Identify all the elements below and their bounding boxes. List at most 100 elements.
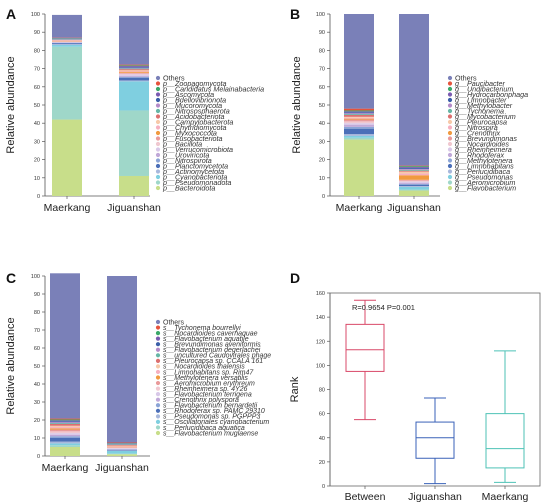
legend-label: g__Paucibacter xyxy=(455,79,506,88)
bar-segment xyxy=(50,445,80,447)
legend-label: p__Actinomycetota xyxy=(162,167,224,176)
legend-label: g__Pleurocapsa xyxy=(455,117,507,126)
bar-segment xyxy=(107,276,137,443)
legend-label: p__Nitrospirota xyxy=(162,156,212,165)
bar-segment xyxy=(119,66,149,68)
bar-segment xyxy=(50,419,80,421)
legend-label: g__Nocardioides xyxy=(455,139,509,148)
bar-segment xyxy=(399,182,429,184)
legend-label: s__Flavobacterium degerlachei xyxy=(163,347,261,354)
bar-segment xyxy=(399,170,429,172)
y-tick-label: 100 xyxy=(316,12,325,18)
y-tick-label: 20 xyxy=(34,418,40,424)
legend-marker xyxy=(155,81,161,86)
legend-label: s__Methylotenera versatilis xyxy=(163,375,248,382)
box-body xyxy=(415,421,455,459)
legend-label: p__Verrucomicrobiota xyxy=(162,145,233,154)
legend-marker xyxy=(155,86,161,92)
bar-segment xyxy=(344,108,374,111)
bar-segment xyxy=(52,44,82,47)
legend-label: g__Undibacterium xyxy=(455,84,513,93)
legend-label: Others xyxy=(163,73,185,82)
bar-segment xyxy=(119,74,149,76)
legend-marker xyxy=(155,364,161,369)
y-tick-label: 20 xyxy=(34,158,40,164)
legend-marker xyxy=(447,86,453,92)
bar-segment xyxy=(119,110,149,176)
legend-label: s__Pseudomonas sp. PGPPP3 xyxy=(163,414,260,421)
y-tick-label: 40 xyxy=(319,436,325,442)
legend-label: g__Methylotenera xyxy=(455,156,513,165)
bar-segment xyxy=(344,110,374,112)
box-body xyxy=(345,323,385,372)
bar-segment xyxy=(50,421,80,423)
legend-marker xyxy=(155,408,161,413)
x-tick-label: Jiguanshan xyxy=(408,491,462,503)
panel-C: C 0 10 20 30 40 50 60 70 80 90 100 Relative abundanc… xyxy=(5,270,271,474)
legend-marker xyxy=(447,92,453,97)
legend-marker xyxy=(155,369,161,375)
legend-label: s__Flavobacterium aquatile xyxy=(163,336,249,343)
y-tick-label: 30 xyxy=(34,139,40,145)
y-tick-label: 60 xyxy=(34,85,40,91)
legend-marker xyxy=(447,108,453,114)
legend-marker xyxy=(155,414,161,419)
legend-label: g__Hydrocarbonphaga xyxy=(455,90,528,99)
bar-segment xyxy=(107,445,137,446)
bar-segment xyxy=(107,446,137,447)
x-tick-label: Jiguanshan xyxy=(387,202,441,214)
legend-label: s__Flavobacterium bernardetii xyxy=(163,403,258,410)
legend-marker xyxy=(155,331,161,336)
legend-label: p__Mucoromycota xyxy=(162,101,222,110)
bar-segment xyxy=(344,119,374,122)
legend-label: s__Brevundimonas aveniformis xyxy=(163,342,261,349)
legend-marker xyxy=(155,158,161,163)
y-tick-label: 10 xyxy=(34,176,40,182)
y-tick-label: 0 xyxy=(37,194,40,200)
bar-segment xyxy=(399,166,429,168)
bar-segment xyxy=(50,273,80,419)
bar-segment xyxy=(399,171,429,174)
bar-segment xyxy=(50,427,80,429)
bar-segment xyxy=(344,134,374,136)
bar-segment xyxy=(344,114,374,116)
legend-label: p__Candidatus Melainabacteria xyxy=(162,84,264,93)
panel-letter: A xyxy=(6,6,16,22)
panel-letter: B xyxy=(290,6,300,22)
bar-segment xyxy=(119,71,149,73)
legend-marker xyxy=(447,163,453,169)
y-tick-label: 40 xyxy=(319,121,325,127)
x-tick-label: Maerkang xyxy=(336,202,383,214)
bar-segment xyxy=(399,186,429,190)
bar-segment xyxy=(344,14,374,109)
legend-label: s__Flavobacterium muglaense xyxy=(163,430,258,437)
y-tick-label: 90 xyxy=(34,292,40,298)
bar-segment xyxy=(399,167,429,169)
bar-segment xyxy=(52,14,82,38)
bar-segment xyxy=(399,183,429,185)
bar-segment xyxy=(52,119,82,196)
bar-segment xyxy=(50,425,80,428)
bar-segment xyxy=(119,70,149,72)
y-tick-label: 140 xyxy=(316,315,325,321)
legend-label: g__Flavobacterium xyxy=(455,183,516,192)
bar-segment xyxy=(107,449,137,451)
bar-segment xyxy=(50,429,80,432)
bar-segment xyxy=(399,14,429,166)
legend-marker xyxy=(155,163,161,169)
y-tick-label: 90 xyxy=(34,30,40,36)
bar-segment xyxy=(119,81,149,111)
bar-segment xyxy=(119,73,149,75)
legend-marker xyxy=(155,103,161,108)
legend-marker xyxy=(155,108,161,114)
stats-annotation: R=0.9654 P=0.001 xyxy=(352,303,415,312)
bar-segment xyxy=(344,126,374,129)
bar-segment xyxy=(344,117,374,119)
bar-segment xyxy=(50,438,80,442)
y-tick-label: 70 xyxy=(34,67,40,73)
legend-marker xyxy=(447,169,453,174)
bar-segment xyxy=(119,76,149,78)
legend-marker xyxy=(155,97,161,103)
bar-segment xyxy=(119,75,149,77)
